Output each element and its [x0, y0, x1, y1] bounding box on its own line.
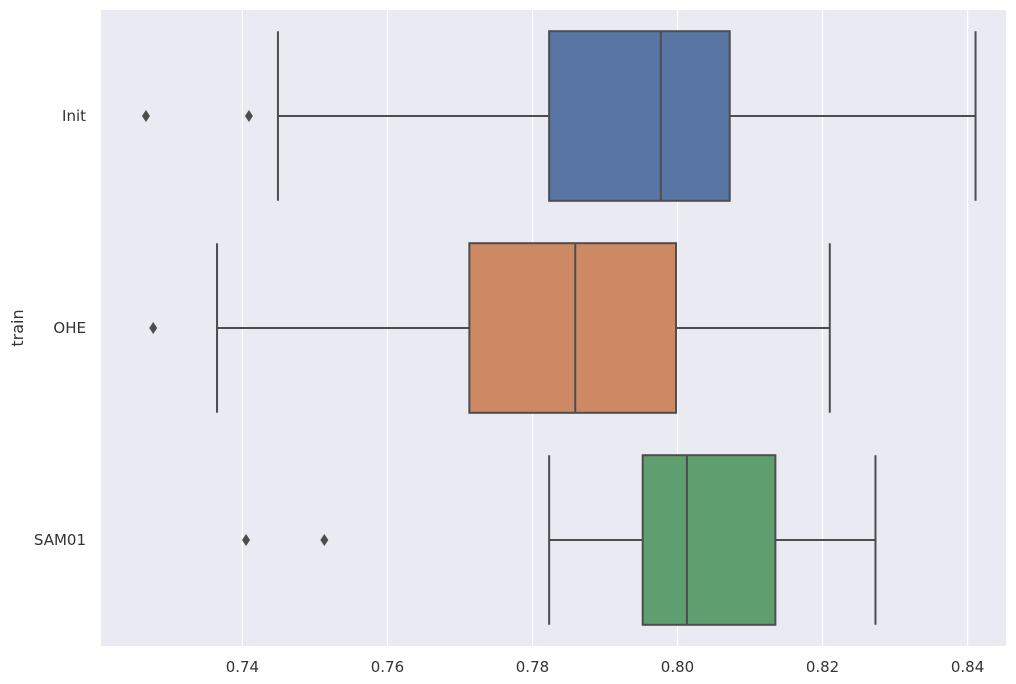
y-tick-label: OHE	[53, 319, 86, 337]
outlier-point	[149, 322, 158, 334]
x-tick-label: 0.78	[516, 658, 549, 676]
box-iqr	[641, 454, 777, 626]
y-tick-label: Init	[62, 107, 86, 125]
box-iqr	[468, 242, 678, 414]
box-ohe	[149, 242, 831, 414]
x-tick-label: 0.74	[226, 658, 259, 676]
outlier-point	[242, 534, 251, 546]
y-axis-ticks: Init OHE SAM01	[34, 107, 86, 549]
outlier-point	[320, 534, 329, 546]
outlier-point	[141, 110, 150, 122]
box-sam01	[242, 454, 877, 626]
x-tick-label: 0.76	[371, 658, 404, 676]
outlier-point	[244, 110, 253, 122]
x-tick-label: 0.84	[951, 658, 984, 676]
x-tick-label: 0.80	[661, 658, 694, 676]
box-init	[141, 30, 977, 202]
boxes	[141, 30, 977, 626]
y-tick-label: SAM01	[34, 531, 86, 549]
box-iqr	[548, 30, 731, 202]
x-axis-ticks: 0.74 0.76 0.78 0.80 0.82 0.84	[226, 658, 985, 676]
y-axis-label: train	[8, 309, 27, 346]
x-tick-label: 0.82	[806, 658, 839, 676]
